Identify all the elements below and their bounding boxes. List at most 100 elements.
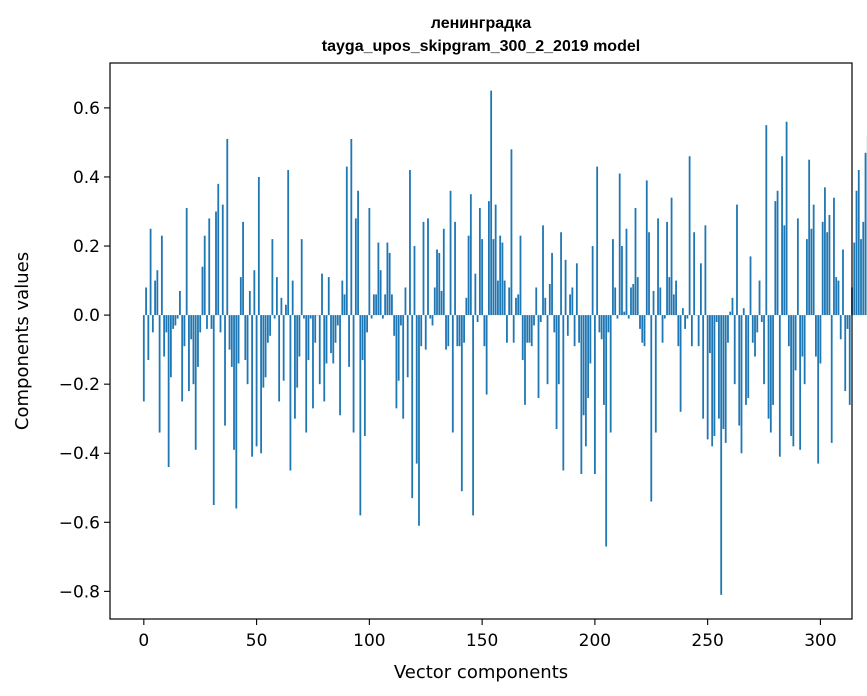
bar: [298, 315, 301, 357]
bar: [257, 176, 260, 316]
bar: [846, 315, 849, 329]
bar: [334, 315, 337, 343]
bar: [607, 315, 610, 333]
bar: [767, 315, 770, 419]
bar: [442, 228, 445, 316]
bar: [553, 315, 556, 333]
bar: [160, 235, 163, 316]
bar: [824, 187, 826, 316]
bar: [323, 315, 326, 402]
bar: [203, 235, 206, 316]
bar: [142, 315, 145, 402]
bar: [458, 315, 461, 347]
bar: [722, 315, 725, 430]
bar: [165, 315, 168, 333]
bar: [497, 280, 499, 316]
bar: [718, 315, 720, 419]
bar: [749, 256, 752, 316]
bar: [188, 315, 190, 392]
bar: [672, 294, 675, 316]
bar: [666, 221, 668, 316]
bar: [508, 287, 511, 316]
bar: [483, 315, 486, 347]
bar: [787, 315, 790, 347]
bar: [332, 315, 335, 364]
bar: [686, 315, 689, 319]
bar: [501, 242, 504, 316]
bar: [388, 252, 391, 316]
bar: [805, 239, 808, 316]
bar: [630, 287, 632, 316]
x-tick-label: 150: [466, 631, 498, 651]
bar: [842, 249, 844, 316]
bar: [305, 315, 308, 433]
bar: [544, 297, 547, 316]
bar: [616, 315, 619, 319]
bar: [345, 166, 348, 316]
bar: [411, 315, 414, 499]
bar: [781, 156, 783, 316]
bar: [774, 201, 777, 316]
y-tick-label: −0.4: [59, 444, 100, 464]
bar: [183, 315, 186, 347]
bar: [587, 315, 590, 398]
bar: [512, 315, 515, 343]
bar: [215, 211, 217, 316]
bar: [357, 190, 359, 316]
bar: [614, 287, 617, 316]
bar: [706, 315, 709, 440]
bar: [853, 242, 856, 316]
bar: [327, 277, 330, 316]
bar: [571, 287, 574, 316]
bar: [478, 208, 481, 316]
bar: [542, 225, 544, 316]
bar: [612, 239, 614, 316]
bar: [862, 221, 865, 316]
bar: [172, 315, 175, 329]
bar: [593, 315, 596, 474]
bar: [145, 287, 147, 316]
bar: [280, 297, 283, 316]
bar: [699, 263, 702, 316]
bar: [226, 138, 229, 316]
bar: [758, 280, 761, 316]
bar: [237, 315, 240, 364]
bar: [476, 315, 479, 323]
bar: [224, 315, 226, 426]
bar: [756, 315, 759, 333]
x-tick-label: 0: [138, 631, 149, 651]
bar: [246, 315, 249, 385]
bar: [799, 315, 802, 450]
bar: [492, 239, 495, 316]
bar: [738, 315, 741, 426]
bar: [460, 315, 463, 492]
bar: [690, 315, 693, 347]
x-axis: 0 50 100 150 200 250 300: [138, 619, 837, 651]
bar: [393, 315, 396, 336]
bar: [192, 315, 195, 385]
bar: [167, 315, 170, 468]
bar: [253, 270, 256, 316]
bar: [675, 280, 677, 316]
bar: [465, 297, 468, 316]
bar: [269, 315, 272, 336]
bar: [627, 315, 630, 319]
bar: [677, 315, 680, 347]
bar: [546, 315, 549, 385]
bar: [391, 294, 393, 316]
bar: [860, 239, 862, 316]
bar: [641, 315, 644, 343]
bar: [796, 218, 799, 316]
bar: [803, 315, 806, 385]
bar: [830, 315, 833, 443]
bar: [848, 315, 851, 405]
bar: [711, 315, 714, 447]
bar: [661, 315, 664, 343]
bar: [248, 290, 251, 316]
bar: [645, 180, 648, 316]
bar: [668, 277, 671, 316]
bar: [445, 315, 447, 350]
bar: [769, 315, 772, 433]
bar: [201, 266, 204, 316]
